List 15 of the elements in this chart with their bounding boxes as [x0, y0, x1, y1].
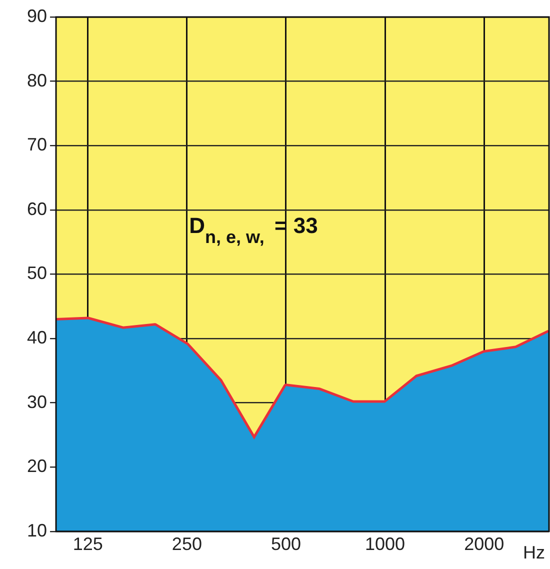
y-tick-label: 80 — [26, 70, 48, 90]
y-tick-label: 30 — [26, 392, 48, 412]
x-tick-label: 250 — [172, 534, 202, 554]
y-tick-label: 60 — [26, 198, 48, 219]
y-tick-label: 90 — [26, 6, 48, 26]
x-tick-label: 500 — [270, 534, 302, 554]
y-tick-label: 10 — [26, 520, 48, 540]
x-axis-title: Hz — [523, 542, 545, 562]
y-tick-label: 70 — [26, 134, 48, 155]
x-tick-label: 2000 — [464, 534, 504, 554]
y-tick-label: 40 — [26, 327, 48, 348]
x-tick-label: 125 — [72, 534, 103, 554]
x-tick-label: 1000 — [365, 534, 406, 554]
y-tick-label: 50 — [26, 263, 48, 284]
y-tick-label: 20 — [26, 456, 48, 476]
